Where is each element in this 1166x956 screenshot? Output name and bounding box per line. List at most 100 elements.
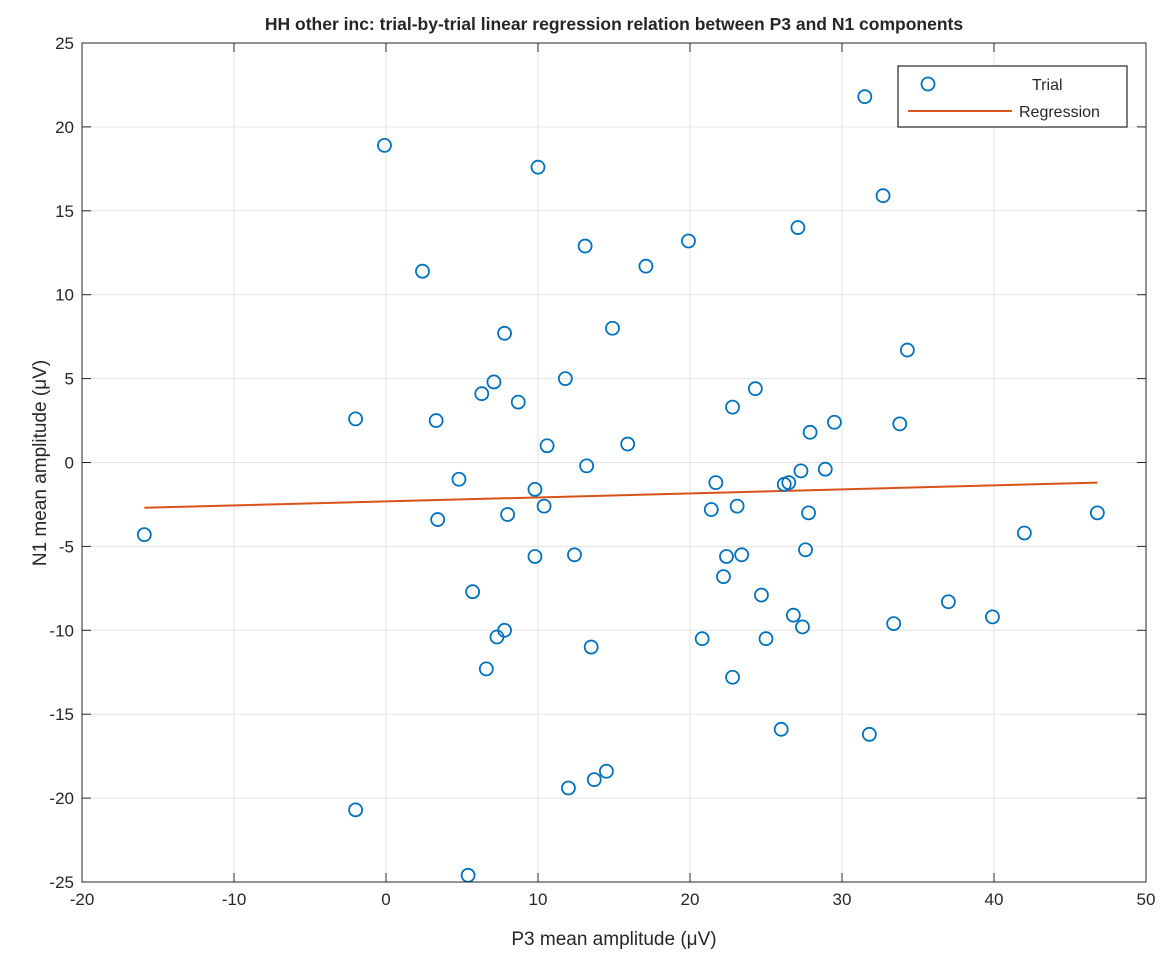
trial-point [465,584,481,600]
y-tick-label: 5 [65,370,74,389]
trial-point [430,512,446,527]
trial-point [817,461,833,477]
y-tick-label: -25 [49,873,74,892]
trial-point [716,569,731,585]
trial-point [795,619,810,635]
trial-point [530,159,546,175]
trial-point [758,631,774,647]
trial-point [348,411,364,427]
legend-trial-label: Trial [1032,77,1063,94]
trial-point [577,238,593,254]
trial-point [827,414,842,430]
trial-point [801,505,816,521]
trial-point [500,507,516,522]
trial-point [474,386,490,402]
x-tick-label: -10 [222,890,247,909]
y-tick-label: -10 [49,621,74,640]
x-tick-label: -20 [70,890,95,909]
trial-point [599,763,614,779]
trial-point [985,609,1000,625]
trial-point [557,371,573,387]
trial-point [497,325,512,341]
trial-point [725,399,740,415]
trial-point [497,622,512,638]
trial-point [620,436,636,452]
trial-point [886,616,902,631]
trial-point [725,669,740,685]
y-tick-label: 20 [55,118,74,137]
y-tick-label: 10 [55,286,74,305]
trial-point [802,424,818,440]
trial-point [747,381,763,397]
trial-point [605,320,620,336]
y-tick-label: 0 [65,454,74,473]
trial-point [793,463,809,479]
trial-point [1017,525,1032,541]
trial-point [428,413,444,428]
legend-box [897,65,1128,128]
y-tick-label: -5 [59,537,74,556]
y-tick-label: -20 [49,789,74,808]
trial-point [583,639,599,655]
trial-point [527,549,543,564]
trial-point [694,631,710,647]
trial-point [734,547,750,563]
grid-lines [82,43,1146,882]
x-tick-label: 40 [985,890,1004,909]
y-axis-title: N1 mean amplitude (μV) [30,360,51,566]
trial-point [638,258,654,274]
trial-point [785,607,801,623]
x-tick-label: 50 [1137,890,1156,909]
trial-point [708,475,724,491]
legend-regression-label: Regression [1019,104,1100,121]
axes-frame [81,42,1147,883]
trial-point [941,594,956,610]
trial-point [899,342,915,358]
y-tick-label: 25 [55,34,74,53]
x-tick-label: 0 [381,890,390,909]
trial-point [754,587,769,603]
trial-point [703,502,719,517]
trial-point [527,481,543,497]
trial-point [451,471,467,487]
legend: Trial Regression [897,65,1128,128]
legend-trial-marker [920,76,936,92]
x-axis-title: P3 mean amplitude (μV) [511,929,716,950]
x-tick-label: 10 [529,890,548,909]
trial-point [539,438,555,454]
y-tick-label: 15 [55,202,74,221]
trial-point [798,542,813,558]
regression-line [144,481,1098,509]
tick-labels: -20 -10 0 10 20 30 40 50-25-20-15-10-5051015202… [49,34,1155,909]
y-tick-label: -15 [49,705,74,724]
trial-point [719,549,734,564]
trial-point [348,802,364,818]
trial-point [892,416,908,432]
trial-point [486,374,502,390]
x-tick-label: 20 [681,890,700,909]
trial-point [136,527,152,543]
trial-point [415,263,430,279]
trial-point [510,394,526,410]
trial-point [681,233,696,249]
trial-point [579,458,595,474]
trial-point [586,772,602,788]
trial-point [478,661,494,677]
trial-points-layer [136,89,1105,883]
trial-point [875,188,891,204]
trial-point [536,498,552,514]
trial-point [790,220,806,235]
regression-layer [144,481,1098,509]
x-tick-label: 30 [833,890,852,909]
trial-point [561,780,576,796]
chart-title: HH other inc: trial-by-trial linear regr… [265,14,963,34]
trial-point [567,547,582,563]
trial-point [861,726,877,742]
trial-point [773,721,789,737]
trial-point [377,137,392,153]
trial-point [857,89,873,105]
trial-point [729,498,745,514]
trial-point [781,475,797,491]
